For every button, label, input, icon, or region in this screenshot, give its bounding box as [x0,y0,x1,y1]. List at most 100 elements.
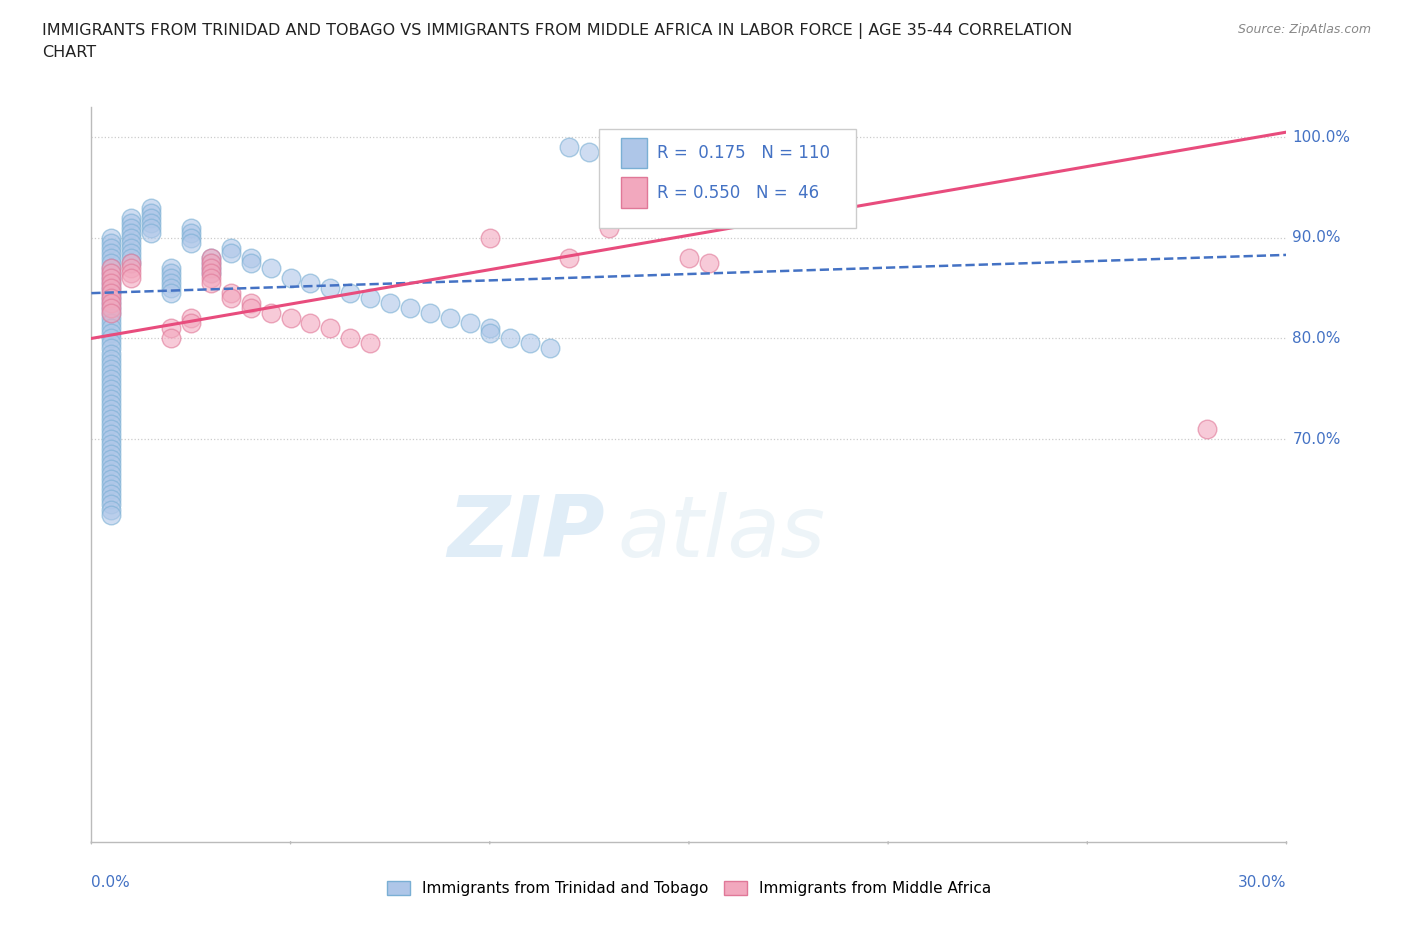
Text: IMMIGRANTS FROM TRINIDAD AND TOBAGO VS IMMIGRANTS FROM MIDDLE AFRICA IN LABOR FO: IMMIGRANTS FROM TRINIDAD AND TOBAGO VS I… [42,23,1073,39]
Text: CHART: CHART [42,45,96,60]
Point [120,271,142,286]
Point [120,246,142,260]
Text: Source: ZipAtlas.com: Source: ZipAtlas.com [1237,23,1371,36]
Text: R =  0.175   N = 110: R = 0.175 N = 110 [657,144,830,162]
Point [280,271,302,286]
Point [100,392,122,406]
Point [458,316,481,331]
Point [200,250,222,265]
Point [478,231,501,246]
FancyBboxPatch shape [621,178,647,208]
Point [100,311,122,325]
Point [120,215,142,230]
Point [100,417,122,432]
Point [697,256,720,271]
Point [100,271,122,286]
Point [319,321,342,336]
Point [100,235,122,250]
Point [299,316,322,331]
Point [578,145,600,160]
Point [160,281,183,296]
Point [399,300,422,315]
Point [538,341,561,356]
Point [100,487,122,502]
Point [100,246,122,260]
Point [100,411,122,426]
Text: ZIP: ZIP [447,492,605,575]
Text: 80.0%: 80.0% [1292,331,1341,346]
Point [638,135,661,150]
Point [120,241,142,256]
Point [160,286,183,300]
Point [160,331,183,346]
Point [141,210,162,225]
Point [160,271,183,286]
Point [717,135,740,150]
Point [1195,421,1218,436]
Point [100,256,122,271]
Point [180,225,202,240]
Point [100,275,122,290]
Point [120,266,142,281]
Point [100,316,122,331]
Point [100,396,122,411]
Point [219,286,242,300]
Point [100,467,122,482]
Point [100,402,122,417]
Point [200,256,222,271]
Point [160,321,183,336]
Point [239,296,262,311]
Point [100,260,122,275]
Point [100,336,122,351]
Point [120,250,142,265]
Point [141,215,162,230]
Point [219,291,242,306]
Point [180,311,202,325]
Point [200,271,222,286]
Point [200,256,222,271]
Point [519,336,541,351]
Point [141,206,162,220]
Point [200,260,222,275]
Point [100,291,122,306]
Point [160,266,183,281]
Point [100,377,122,392]
Point [100,477,122,492]
Point [100,482,122,497]
Point [478,326,501,340]
Point [100,366,122,381]
Point [758,145,780,160]
Point [200,266,222,281]
Point [299,275,322,290]
Point [219,241,242,256]
Point [498,331,520,346]
Point [100,266,122,281]
Point [100,386,122,401]
Point [100,446,122,461]
Point [100,462,122,477]
Point [259,306,281,321]
Point [120,256,142,271]
Text: 30.0%: 30.0% [1239,875,1286,890]
Point [100,321,122,336]
Point [100,341,122,356]
Text: 70.0%: 70.0% [1292,432,1341,446]
Point [100,296,122,311]
Point [359,336,381,351]
Point [160,275,183,290]
Point [180,316,202,331]
Point [120,231,142,246]
Point [100,296,122,311]
Point [100,457,122,472]
Point [100,427,122,442]
Point [100,442,122,457]
Point [100,497,122,512]
Point [120,260,142,275]
Point [180,235,202,250]
Point [239,300,262,315]
Point [200,260,222,275]
Point [141,225,162,240]
Point [678,250,700,265]
Point [239,256,262,271]
Point [100,241,122,256]
